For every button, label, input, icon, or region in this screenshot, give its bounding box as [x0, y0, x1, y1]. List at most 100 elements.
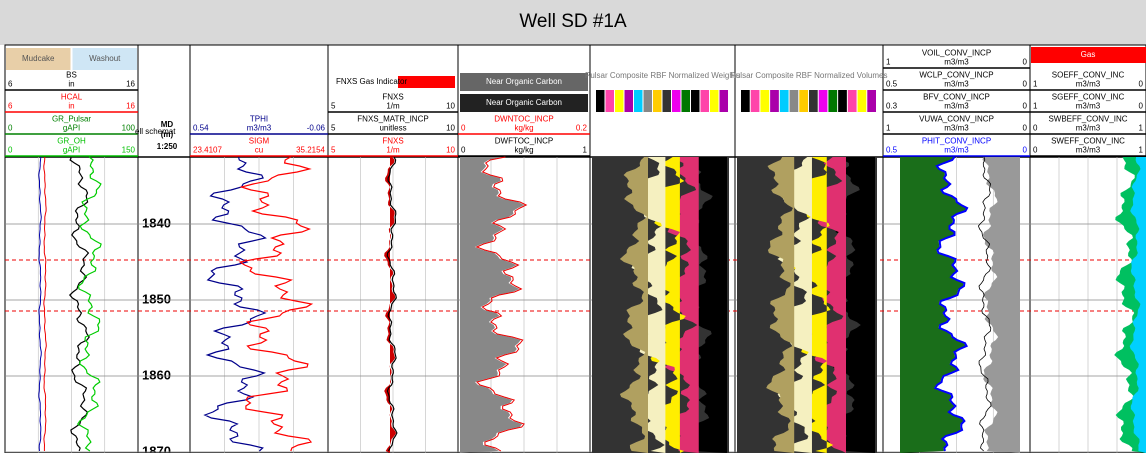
- legend-swatch: [857, 90, 867, 112]
- legend-swatch: [710, 90, 719, 112]
- scale-unit: m3/m3: [1076, 80, 1101, 89]
- track-label: Near Organic Carbon: [486, 98, 562, 107]
- curve-name: BFV_CONV_INCP: [923, 93, 990, 102]
- track-label: Pulsar Composite RBF Normalized Weights: [585, 71, 740, 80]
- log-fill: [1129, 157, 1146, 453]
- scale-left: 1: [1033, 102, 1038, 111]
- scale-right: 0: [1023, 102, 1028, 111]
- legend-swatch: [809, 90, 818, 112]
- scale-right: -0.06: [307, 124, 326, 133]
- curve-name: SWEFF_CONV_INC: [1051, 137, 1125, 146]
- log-fill: [631, 157, 666, 453]
- scale-unit: unitless: [379, 124, 406, 133]
- legend-swatch: [662, 90, 671, 112]
- legend-swatch: [799, 90, 808, 112]
- curve-name: PHIT_CONV_INCP: [922, 137, 991, 146]
- log-curve: [43, 156, 47, 451]
- track-label: Mudcake: [22, 54, 55, 63]
- scale-right: 1: [583, 146, 588, 155]
- legend-swatch: [867, 90, 876, 112]
- scale-left: 0: [1033, 146, 1038, 155]
- log-fill: [766, 157, 795, 453]
- curve-name: FNXS_MATR_INCP: [357, 115, 428, 124]
- legend-swatch: [700, 90, 709, 112]
- log-curve: [76, 156, 102, 452]
- scale-left: 0: [461, 124, 466, 133]
- track-label: ell schemat: [135, 127, 176, 136]
- legend-swatch: [681, 90, 690, 112]
- scale-unit: m3/m3: [1076, 124, 1101, 133]
- md-label: MD: [161, 120, 174, 129]
- scale-right: 0: [1023, 146, 1028, 155]
- log-curve: [977, 156, 992, 452]
- scale-unit: m3/m3: [944, 58, 969, 67]
- scale-left: 0.5: [886, 146, 898, 155]
- curve-name: DWNTOC_INCP: [494, 115, 553, 124]
- scale-left: 0: [1033, 124, 1038, 133]
- curve-name: SIGM: [249, 137, 270, 146]
- log-fill: [384, 157, 397, 453]
- scale-left: 1: [886, 58, 891, 67]
- scale-left: 0: [461, 146, 466, 155]
- log-curve: [933, 156, 969, 452]
- scale-left: 6: [8, 102, 13, 111]
- scale-left: 23.4107: [193, 146, 222, 155]
- md-label: 1:250: [157, 142, 178, 151]
- curve-name: SGEFF_CONV_INC: [1052, 93, 1125, 102]
- scale-unit: m3/m3: [944, 80, 969, 89]
- scale-unit: 1/m: [386, 102, 400, 111]
- track-label: Near Organic Carbon: [486, 77, 562, 86]
- legend-swatch: [750, 90, 760, 112]
- depth-label: 1840: [142, 215, 171, 230]
- log-fill: [900, 157, 967, 453]
- track-label: FNXS Gas Indicator: [336, 77, 407, 86]
- curve-name: VOIL_CONV_INCP: [922, 49, 991, 58]
- log-curve: [386, 156, 398, 452]
- scale-right: 0.2: [576, 124, 588, 133]
- scale-right: 0: [1023, 124, 1028, 133]
- scale-unit: in: [68, 102, 74, 111]
- legend-swatch: [789, 90, 799, 112]
- scale-left: 5: [331, 146, 336, 155]
- track-label: Gas: [1081, 50, 1096, 59]
- scale-right: 0: [1139, 102, 1144, 111]
- log-fill: [460, 157, 525, 453]
- depth-label: 1870: [142, 443, 171, 453]
- scale-unit: m3/m3: [1076, 146, 1101, 155]
- log-curve: [38, 156, 42, 452]
- legend-swatch: [691, 90, 700, 112]
- log-fill: [664, 157, 699, 453]
- legend-swatch: [643, 90, 652, 112]
- log-fill: [810, 157, 846, 453]
- track-label: Washout: [89, 54, 121, 63]
- log-fill: [777, 157, 812, 453]
- scale-right: 10: [446, 102, 455, 111]
- scale-unit: 1/m: [386, 146, 400, 155]
- track-label: Pulsar Composite RBF Normalized Volumes: [731, 71, 888, 80]
- legend-swatch: [719, 90, 728, 112]
- log-fill: [982, 157, 1020, 453]
- scale-unit: m3/m3: [944, 146, 969, 155]
- gas-box: [398, 76, 455, 88]
- curve-name: GR_Pulsar: [52, 115, 91, 124]
- curve-name: DWFTOC_INCP: [495, 137, 554, 146]
- curve-name: FNXS: [382, 137, 403, 146]
- label-box: [460, 94, 588, 112]
- legend-swatch: [779, 90, 789, 112]
- scale-unit: cu: [255, 146, 263, 155]
- scale-unit: in: [68, 80, 74, 89]
- title: Well SD #1A: [519, 11, 627, 32]
- scale-left: 0.5: [886, 80, 898, 89]
- scale-left: 1: [1033, 80, 1038, 89]
- scale-unit: m3/m3: [1076, 102, 1101, 111]
- scale-left: 1: [886, 124, 891, 133]
- curve-name: FNXS: [382, 93, 403, 102]
- log-curve: [203, 156, 267, 452]
- legend-swatch: [828, 90, 838, 112]
- log-curve: [68, 156, 90, 452]
- curve-name: BS: [66, 71, 77, 80]
- scale-right: 35.2154: [296, 146, 325, 155]
- gas-box: [1031, 47, 1146, 63]
- scale-right: 10: [446, 124, 455, 133]
